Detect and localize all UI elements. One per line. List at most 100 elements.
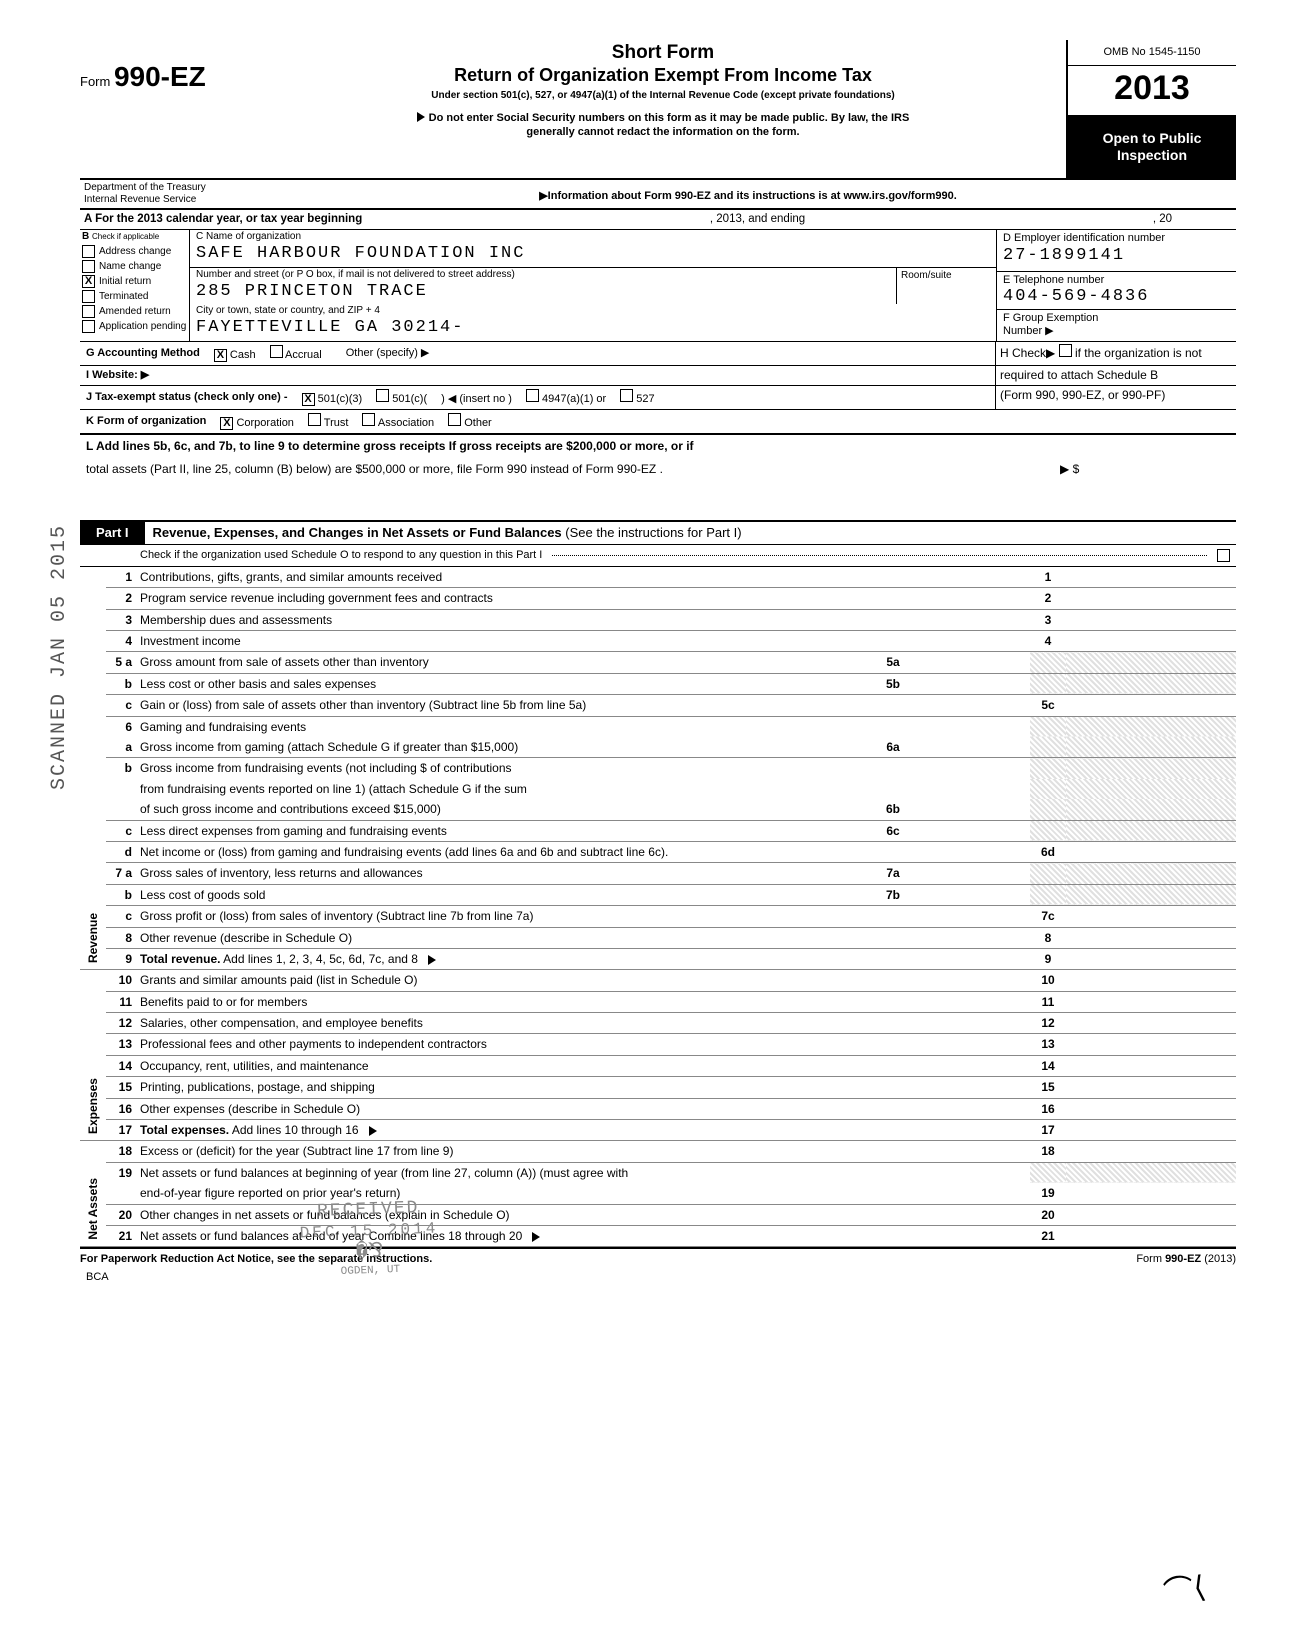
part1-checkbox[interactable] [1217,549,1230,562]
h-cell: H Check▶ if the organization is not [996,342,1236,366]
table-row: 19Net assets or fund balances at beginni… [80,1162,1236,1183]
g-other: Other (specify) ▶ [346,347,430,360]
b-checkbox-row[interactable]: Application pending [80,319,189,334]
table-row: cLess direct expenses from gaming and fu… [80,820,1236,841]
table-row: 8Other revenue (describe in Schedule O)8 [80,927,1236,948]
table-row: bLess cost or other basis and sales expe… [80,673,1236,694]
option[interactable]: Trust [308,417,349,429]
org-city: FAYETTEVILLE GA 30214- [190,318,996,340]
right-block: D Employer identification number 27-1899… [996,230,1236,340]
part1-title: Revenue, Expenses, and Changes in Net As… [153,525,562,540]
section-a-text: A For the 2013 calendar year, or tax yea… [84,213,362,227]
table-row: Net Assets18Excess or (deficit) for the … [80,1141,1236,1162]
b-checkbox-row[interactable]: Name change [80,259,189,274]
table-row: 11Benefits paid to or for members11 [80,991,1236,1012]
option[interactable]: Other [448,417,492,429]
form-header: Form 990-EZ Short Form Return of Organiz… [80,40,1236,180]
title-cell: Short Form Return of Organization Exempt… [260,40,1066,178]
table-row: 20Other changes in net assets or fund ba… [80,1204,1236,1225]
option[interactable]: X Corporation [220,417,294,429]
f-label2: Number ▶ [1003,325,1230,338]
table-row: 14Occupancy, rent, utilities, and mainte… [80,1055,1236,1076]
footer-bca: BCA [80,1267,1236,1288]
footer: For Paperwork Reduction Act Notice, see … [80,1247,1236,1266]
warning-line-1: Do not enter Social Security numbers on … [266,112,1060,125]
b-checkbox-row[interactable]: XInitial return [80,274,189,289]
option[interactable]: 527 [620,393,654,405]
warning-line-2: generally cannot redact the information … [266,126,1060,139]
ein: 27-1899141 [1003,246,1230,266]
part1-header: Part I Revenue, Expenses, and Changes in… [80,520,1236,545]
c-name-label: C Name of organization [190,230,996,244]
table-row: 2Program service revenue including gover… [80,588,1236,609]
scan-watermark: SCANNED JAN 05 2015 [48,524,72,790]
form-number-cell: Form 990-EZ [80,40,260,178]
part1-badge: Part I [80,522,145,544]
option[interactable]: 501(c)( [376,393,427,405]
gh-row: G Accounting Method X Cash Accrual Other… [80,342,1236,366]
title-long: Return of Organization Exempt From Incom… [266,65,1060,87]
table-row: 13Professional fees and other payments t… [80,1034,1236,1055]
part1-table: Revenue1Contributions, gifts, grants, an… [80,567,1236,1248]
form-number: 990-EZ [114,61,206,92]
table-row: 4Investment income4 [80,631,1236,652]
b-checkbox-row[interactable]: Terminated [80,289,189,304]
table-row: 9Total revenue. Add lines 1, 2, 3, 4, 5c… [80,948,1236,969]
table-row: bLess cost of goods sold7b [80,884,1236,905]
i-label: I Website: ▶ [86,369,149,382]
table-row: bGross income from fundraising events (n… [80,758,1236,779]
option[interactable]: X Cash [214,349,256,361]
section-b: B Check if applicable Address changeName… [80,230,190,340]
table-row: 7 aGross sales of inventory, less return… [80,863,1236,884]
e-label: E Telephone number [1003,274,1230,287]
g-label: G Accounting Method [86,347,200,360]
table-row: 17Total expenses. Add lines 10 through 1… [80,1120,1236,1141]
f-label: F Group Exemption [1003,312,1230,325]
l-line1: L Add lines 5b, 6c, and 7b, to line 9 to… [80,435,1236,457]
b-checkbox-row[interactable]: Amended return [80,304,189,319]
phone: 404-569-4836 [1003,287,1230,307]
table-row: Expenses10Grants and similar amounts pai… [80,970,1236,991]
table-row: 12Salaries, other compensation, and empl… [80,1013,1236,1034]
dept-row: Department of the Treasury Internal Reve… [80,180,1236,210]
a-mid: , 2013, and ending [710,213,805,227]
footer-left: For Paperwork Reduction Act Notice, see … [80,1253,432,1266]
section-c: C Name of organization SAFE HARBOUR FOUN… [190,230,996,340]
form-prefix: Form [80,74,110,89]
option[interactable]: Accrual [270,349,322,361]
table-row: dNet income or (loss) from gaming and fu… [80,841,1236,862]
option[interactable]: Association [362,417,434,429]
c-street-label: Number and street (or P O box, if mail i… [190,268,896,282]
subtitle: Under section 501(c), 527, or 4947(a)(1)… [266,90,1060,102]
title-short: Short Form [266,42,1060,65]
k-label: K Form of organization [86,415,206,428]
table-row: 15Printing, publications, postage, and s… [80,1077,1236,1098]
table-row: from fundraising events reported on line… [80,779,1236,799]
option[interactable]: X 501(c)(3) [302,393,363,405]
table-row: 5 aGross amount from sale of assets othe… [80,652,1236,673]
org-street: 285 PRINCETON TRACE [190,282,896,304]
table-row: aGross income from gaming (attach Schedu… [80,737,1236,758]
h-note2: required to attach Schedule B [996,366,1236,386]
table-row: of such gross income and contributions e… [80,799,1236,820]
table-row: end-of-year figure reported on prior yea… [80,1183,1236,1204]
room-suite-label: Room/suite [896,268,996,304]
table-row: 3Membership dues and assessments3 [80,609,1236,630]
a-end: , 20 [1153,213,1172,227]
omb-number: OMB No 1545-1150 [1068,40,1236,66]
k-row: K Form of organization X Corporation Tru… [80,410,1236,435]
table-row: cGain or (loss) from sale of assets othe… [80,695,1236,716]
table-row: 21Net assets or fund balances at end of … [80,1225,1236,1246]
option[interactable]: 4947(a)(1) or [526,393,606,405]
h-note3: (Form 990, 990-EZ, or 990-PF) [996,386,1236,410]
part1-paren: (See the instructions for Part I) [565,525,741,540]
l-line2: total assets (Part II, line 25, column (… [80,458,1236,480]
entity-block: B Check if applicable Address changeName… [80,230,1236,341]
signature-mark: ⌒⟨ [1161,1570,1208,1613]
tax-year: 2013 [1068,66,1236,116]
b-checkbox-row[interactable]: Address change [80,244,189,259]
i-row: I Website: ▶ required to attach Schedule… [80,366,1236,386]
table-row: 6Gaming and fundraising events [80,716,1236,737]
d-label: D Employer identification number [1003,232,1230,245]
table-row: cGross profit or (loss) from sales of in… [80,906,1236,927]
